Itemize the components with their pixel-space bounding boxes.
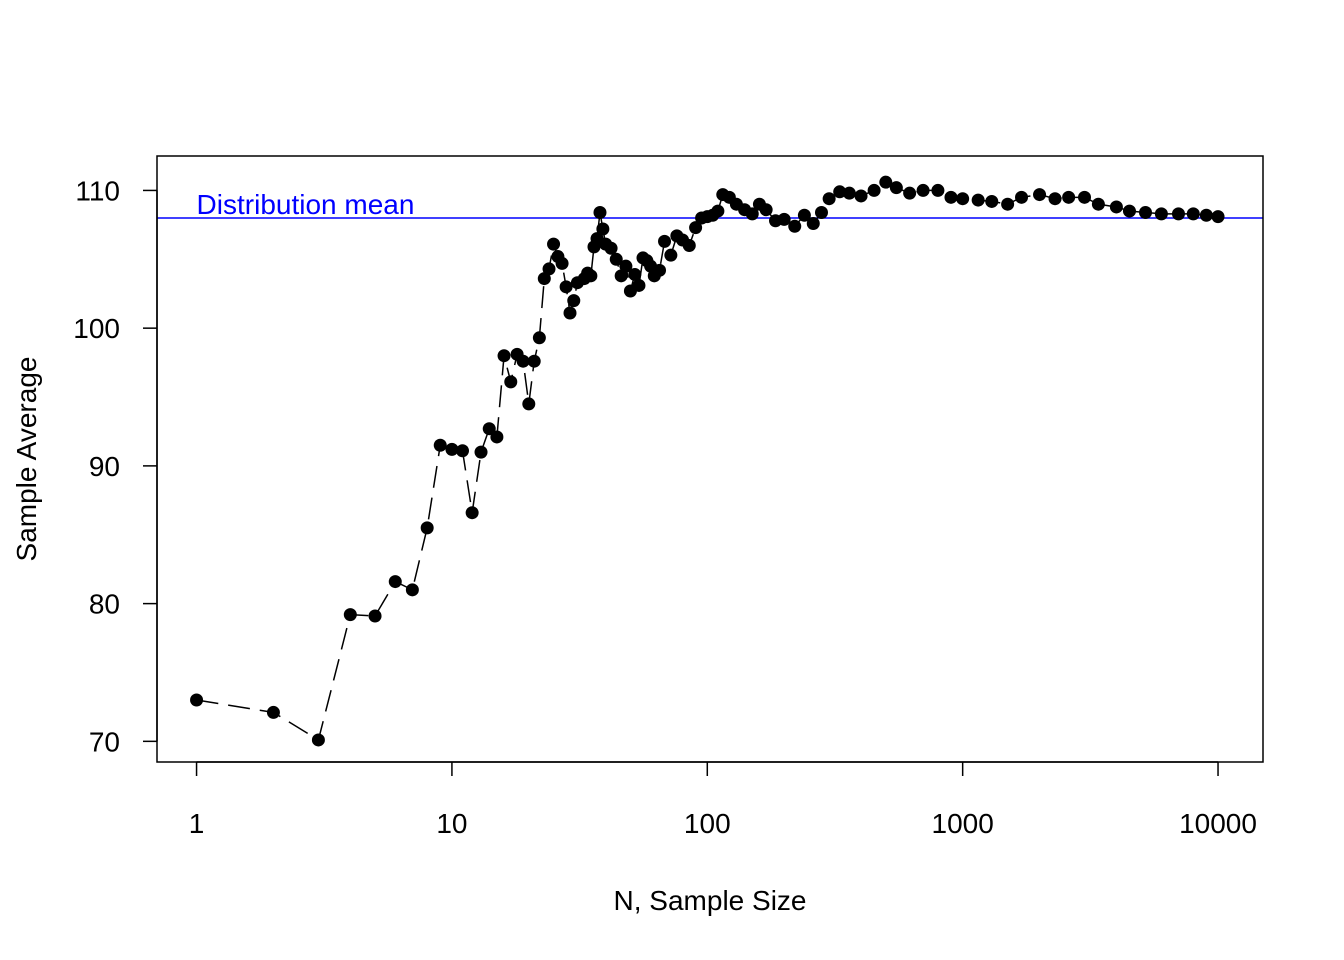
data-point	[867, 183, 881, 197]
data-point	[788, 219, 802, 233]
data-point	[311, 733, 325, 747]
data-point	[745, 207, 759, 221]
data-point	[1199, 208, 1213, 222]
distribution-mean-label: Distribution mean	[197, 189, 415, 220]
data-point	[1078, 190, 1092, 204]
y-tick-label: 70	[89, 726, 120, 757]
data-point	[445, 442, 459, 456]
data-point	[555, 256, 569, 270]
data-point	[465, 506, 479, 520]
data-point	[985, 194, 999, 208]
y-axis-label: Sample Average	[11, 357, 42, 562]
x-axis-label: N, Sample Size	[614, 885, 807, 916]
data-point	[711, 204, 725, 218]
data-point	[609, 252, 623, 266]
data-point	[682, 239, 696, 253]
data-point	[388, 575, 402, 589]
data-point	[1048, 192, 1062, 206]
data-point	[1091, 197, 1105, 211]
reference-layer: Distribution mean	[157, 189, 1263, 220]
data-point	[1186, 207, 1200, 221]
data-point	[854, 189, 868, 203]
x-tick-label: 1	[189, 808, 205, 839]
data-point	[1139, 205, 1153, 219]
data-point	[567, 294, 581, 308]
data-point	[777, 212, 791, 226]
x-axis: 1 10 100 1000 10000	[189, 761, 1257, 839]
data-point	[190, 693, 204, 707]
data-point	[405, 583, 419, 597]
data-point	[664, 248, 678, 262]
data-point	[658, 234, 672, 248]
data-point	[532, 331, 546, 345]
data-point	[916, 183, 930, 197]
data-point	[833, 185, 847, 199]
data-point	[806, 216, 820, 230]
data-point	[433, 438, 447, 452]
data-point	[614, 269, 628, 283]
data-point	[814, 205, 828, 219]
data-point	[482, 422, 496, 436]
data-point	[653, 263, 667, 277]
data-point	[537, 272, 551, 286]
data-point	[1171, 207, 1185, 221]
data-point	[822, 192, 836, 206]
data-point	[266, 705, 280, 719]
data-point	[889, 181, 903, 195]
y-tick-label: 100	[73, 313, 120, 344]
data-point	[522, 397, 536, 411]
data-point	[455, 444, 469, 458]
data-point	[1001, 197, 1015, 211]
data-point	[504, 375, 518, 389]
data-point	[604, 241, 618, 255]
x-tick-label: 10000	[1179, 808, 1257, 839]
data-points-layer	[190, 175, 1225, 747]
data-point	[1122, 204, 1136, 218]
data-point	[931, 183, 945, 197]
data-point	[619, 259, 633, 273]
y-axis: 70 80 90 100 110	[73, 175, 158, 757]
data-point	[842, 186, 856, 200]
data-point	[1015, 190, 1029, 204]
data-point	[1211, 210, 1225, 224]
data-point	[689, 221, 703, 235]
data-point	[879, 175, 893, 189]
data-point	[1062, 190, 1076, 204]
data-point	[547, 237, 561, 251]
data-point	[516, 354, 530, 368]
x-tick-label: 10	[436, 808, 467, 839]
data-point	[593, 205, 607, 219]
data-point	[527, 354, 541, 368]
data-point	[1033, 188, 1047, 202]
x-tick-label: 100	[684, 808, 731, 839]
data-point	[1154, 207, 1168, 221]
data-point	[368, 609, 382, 623]
x-tick-label: 1000	[932, 808, 994, 839]
data-point	[971, 193, 985, 207]
data-point	[559, 280, 573, 294]
data-point	[474, 445, 488, 459]
data-point	[563, 306, 577, 320]
data-point	[956, 192, 970, 206]
data-point	[420, 521, 434, 535]
data-point	[797, 208, 811, 222]
data-point	[596, 222, 610, 236]
y-tick-label: 110	[75, 175, 120, 206]
data-point	[632, 278, 646, 292]
data-point	[628, 267, 642, 281]
data-point	[497, 349, 511, 363]
data-point	[944, 190, 958, 204]
data-point	[1109, 200, 1123, 214]
data-point	[759, 203, 773, 217]
y-tick-label: 80	[89, 589, 120, 620]
data-point	[490, 430, 504, 444]
data-point	[584, 269, 598, 283]
data-point	[903, 186, 917, 200]
data-point	[542, 262, 556, 276]
data-point	[343, 608, 357, 622]
y-tick-label: 90	[89, 451, 120, 482]
